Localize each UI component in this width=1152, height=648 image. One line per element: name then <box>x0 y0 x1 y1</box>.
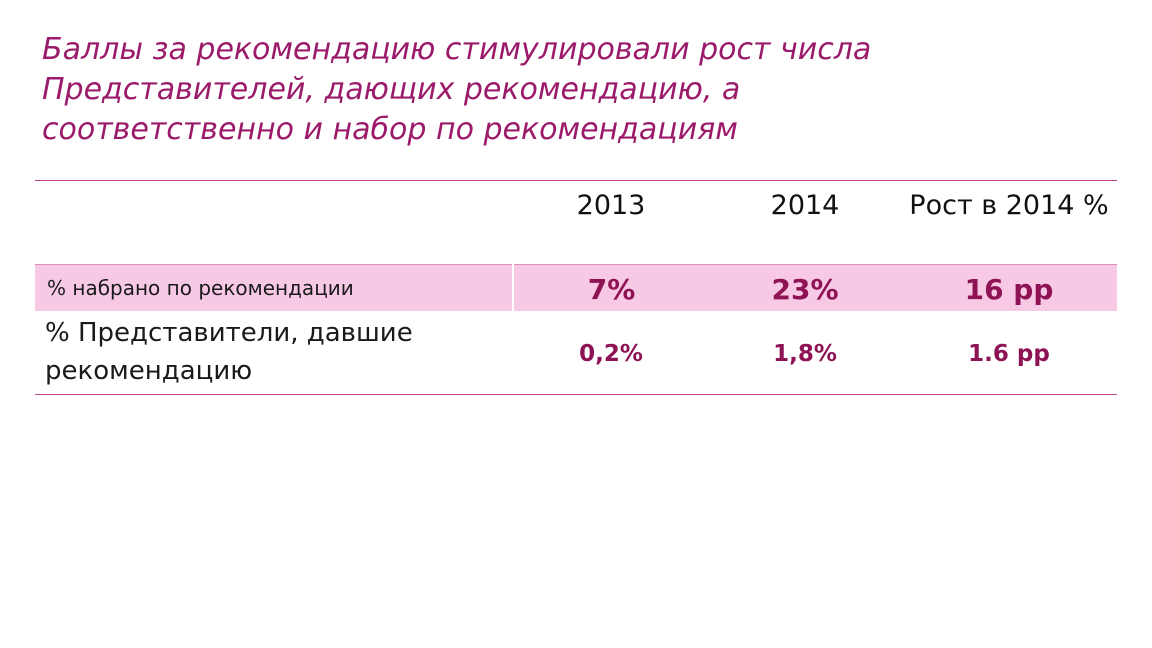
value-2014: 23% <box>709 264 901 311</box>
row-label: % набрано по рекомендации <box>35 264 514 311</box>
table-row-referring-representatives: % Представители, давшие рекомендацию 0,2… <box>35 311 1117 395</box>
row-label: % Представители, давшие рекомендацию <box>45 318 413 387</box>
slide-title: Баллы за рекомендацию стимулировали рост… <box>42 30 1042 150</box>
table-row-recruited-by-referral: % набрано по рекомендации 7% 23% 16 pp <box>35 264 1117 311</box>
value-2014: 1,8% <box>773 340 837 367</box>
table-header-row: 2013 2014 Рост в 2014 % <box>35 180 1117 265</box>
title-line-3: соответственно и набор по рекомендациям <box>42 112 738 147</box>
header-cell-growth: Рост в 2014 % <box>909 190 1109 221</box>
value-growth: 16 pp <box>901 264 1117 311</box>
value-2013: 0,2% <box>579 340 643 367</box>
header-cell-2014: 2014 <box>770 190 840 221</box>
title-line-1: Баллы за рекомендацию стимулировали рост… <box>42 32 872 67</box>
referral-stats-table-container: 2013 2014 Рост в 2014 % % набрано по рек… <box>35 180 1117 395</box>
header-cell-2013: 2013 <box>576 190 646 221</box>
header-cell-empty <box>35 181 513 265</box>
value-growth: 1.6 pp <box>968 340 1050 367</box>
title-line-2: Представителей, дающих рекомендацию, а <box>42 72 741 107</box>
value-2013: 7% <box>513 264 709 311</box>
referral-stats-table: 2013 2014 Рост в 2014 % % набрано по рек… <box>35 180 1117 395</box>
